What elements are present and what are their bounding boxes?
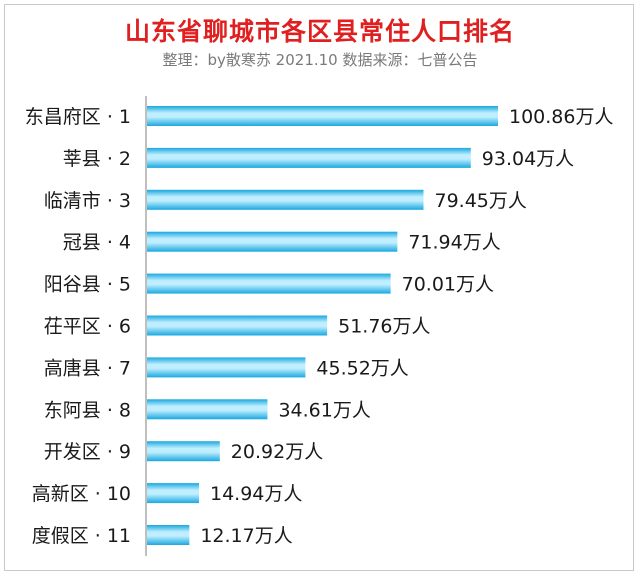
data-label: 93.04万人 — [482, 148, 574, 170]
data-label: 70.01万人 — [402, 274, 494, 296]
bar — [147, 315, 328, 336]
category-label: 阳谷县 · 5 — [44, 274, 131, 296]
category-label: 茌平区 · 6 — [44, 316, 131, 338]
category-label: 高新区 · 10 — [32, 483, 131, 505]
bar — [147, 189, 424, 210]
category-label: 东昌府区 · 1 — [25, 106, 131, 128]
bar — [147, 231, 398, 252]
bar — [147, 357, 306, 378]
data-label: 34.61万人 — [278, 399, 370, 421]
data-label: 71.94万人 — [408, 232, 500, 254]
bar — [147, 273, 391, 294]
data-label: 20.92万人 — [231, 441, 323, 463]
data-label: 12.17万人 — [200, 525, 292, 547]
category-label: 开发区 · 9 — [44, 441, 131, 463]
data-label: 14.94万人 — [210, 483, 302, 505]
bar — [147, 483, 199, 504]
category-label: 临清市 · 3 — [44, 190, 131, 212]
bar — [147, 147, 471, 168]
category-label: 冠县 · 4 — [63, 232, 131, 254]
bar — [147, 106, 498, 126]
category-label: 度假区 · 11 — [32, 525, 131, 547]
category-label: 莘县 · 2 — [63, 148, 131, 170]
data-label: 79.45万人 — [434, 190, 526, 212]
chart-subtitle: 整理：by散寒苏 2021.10 数据来源：七普公告 — [162, 51, 478, 69]
category-label: 东阿县 · 8 — [44, 399, 131, 421]
category-label: 高唐县 · 7 — [44, 357, 131, 379]
bar — [147, 399, 268, 420]
data-label: 45.52万人 — [316, 357, 408, 379]
chart-title: 山东省聊城市各区县常住人口排名 — [124, 17, 515, 46]
bar — [147, 525, 190, 545]
data-label: 51.76万人 — [338, 316, 430, 338]
data-label: 100.86万人 — [509, 106, 613, 128]
bar — [147, 441, 220, 462]
